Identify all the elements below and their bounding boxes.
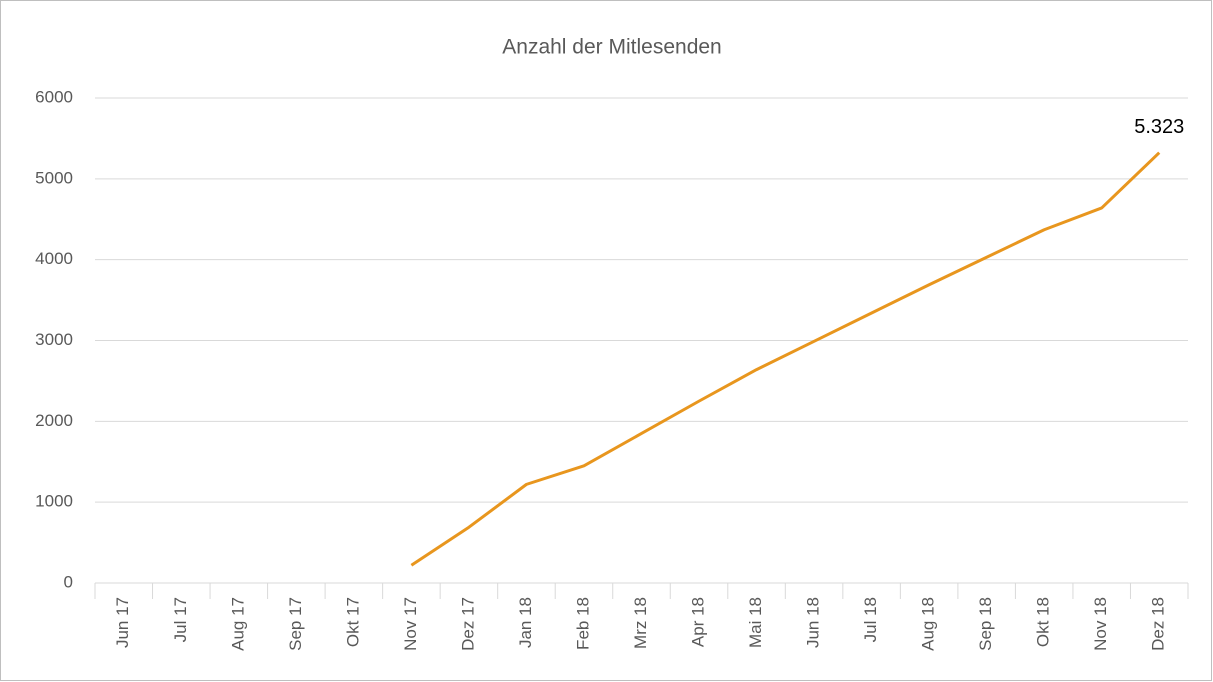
- y-tick-label: 6000: [35, 87, 73, 106]
- x-tick-label: Nov 18: [1091, 597, 1110, 651]
- chart-title: Anzahl der Mitlesenden: [502, 36, 721, 59]
- x-tick-label: Dez 18: [1149, 597, 1168, 651]
- x-tick-label: Aug 18: [919, 597, 938, 651]
- y-tick-label: 3000: [35, 330, 73, 349]
- y-tick-label: 2000: [35, 411, 73, 430]
- x-tick-label: Dez 17: [458, 597, 477, 651]
- x-tick-label: Jun 18: [804, 597, 823, 648]
- y-tick-label: 1000: [35, 492, 73, 511]
- x-tick-label: Feb 18: [573, 597, 592, 650]
- x-tick-label: Okt 18: [1034, 597, 1053, 647]
- y-tick-label: 5000: [35, 168, 73, 187]
- x-tick-label: Jul 17: [171, 597, 190, 642]
- x-tick-label: Mai 18: [746, 597, 765, 648]
- x-tick-label: Jul 18: [861, 597, 880, 642]
- y-tick-label: 4000: [35, 249, 73, 268]
- line: [410, 151, 1161, 567]
- x-tick-label: Sep 18: [976, 597, 995, 651]
- x-tick-label: Jun 17: [113, 597, 132, 648]
- x-tick-label: Mrz 18: [631, 597, 650, 649]
- x-tick-label: Nov 17: [401, 597, 420, 651]
- y-tick-label: 0: [64, 572, 73, 591]
- x-tick-label: Okt 17: [343, 597, 362, 647]
- x-tick-label: Sep 17: [286, 597, 305, 651]
- x-tick-label: Apr 18: [689, 597, 708, 647]
- data-label: 5.323: [1134, 116, 1184, 138]
- x-tick-label: Jan 18: [516, 597, 535, 648]
- x-tick-label: Aug 17: [228, 597, 247, 651]
